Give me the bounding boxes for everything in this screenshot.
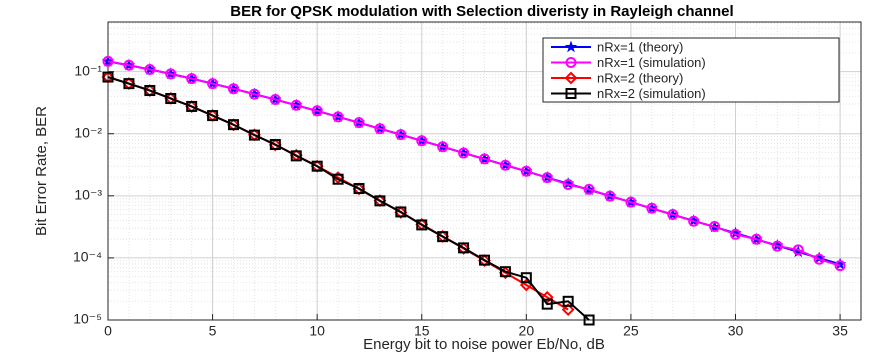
y-tick-label: 10⁻¹: [74, 62, 102, 78]
marker: [374, 195, 386, 207]
marker: [311, 105, 323, 117]
marker: [583, 183, 595, 195]
marker: [374, 123, 386, 135]
marker: [437, 141, 449, 153]
marker: [248, 129, 260, 141]
legend-label: nRx=1 (simulation): [597, 55, 706, 70]
marker: [541, 172, 553, 184]
y-tick-label: 10⁻⁴: [73, 249, 102, 265]
legend-marker: [565, 57, 577, 68]
legend-marker: [565, 88, 577, 99]
y-tick-label: 10⁻⁵: [73, 311, 102, 327]
marker: [269, 93, 281, 105]
marker: [771, 240, 783, 252]
marker: [353, 117, 365, 129]
marker: [562, 179, 574, 191]
x-tick-label: 20: [519, 323, 535, 339]
marker: [332, 173, 344, 185]
marker: [834, 260, 846, 272]
marker: [499, 159, 511, 171]
marker: [709, 221, 721, 233]
x-tick-label: 15: [414, 323, 430, 339]
series-line: [107, 76, 590, 321]
legend-label: nRx=1 (theory): [597, 39, 683, 54]
marker: [541, 298, 553, 310]
marker: [228, 119, 239, 131]
marker: [207, 78, 219, 90]
marker: [583, 314, 595, 326]
marker: [269, 139, 281, 151]
marker: [395, 206, 407, 218]
marker: [813, 253, 825, 265]
marker: [228, 83, 239, 95]
plot-frame: [107, 21, 862, 321]
marker: [248, 88, 260, 100]
marker: [416, 135, 428, 147]
x-tick-label: 25: [623, 323, 639, 339]
marker: [458, 242, 470, 254]
marker: [102, 71, 114, 83]
y-axis-label: Bit Error Rate, BER: [33, 106, 50, 236]
marker: [311, 160, 323, 172]
legend-box: [542, 37, 840, 103]
marker: [332, 111, 344, 123]
marker: [165, 93, 177, 105]
marker: [290, 150, 302, 162]
y-tick-label: 10⁻²: [74, 124, 102, 140]
legend-marker: [564, 71, 578, 85]
marker: [479, 254, 490, 266]
marker: [479, 153, 490, 165]
marker: [290, 99, 302, 111]
marker: [730, 228, 741, 240]
marker: [416, 219, 428, 231]
legend-marker: [564, 40, 578, 53]
marker: [144, 63, 156, 75]
marker: [102, 55, 114, 67]
marker: [123, 78, 135, 90]
marker: [353, 183, 365, 195]
marker: [186, 73, 198, 85]
marker: [165, 68, 177, 80]
marker: [520, 165, 532, 177]
marker: [604, 190, 616, 202]
marker: [395, 129, 407, 141]
y-tick-label: 10⁻³: [74, 187, 102, 203]
marker: [144, 84, 156, 96]
marker: [750, 233, 762, 245]
marker: [437, 231, 449, 243]
marker: [625, 196, 637, 208]
x-tick-label: 10: [309, 323, 325, 339]
marker: [499, 266, 511, 278]
marker: [499, 266, 512, 280]
marker: [331, 171, 345, 184]
marker: [520, 272, 532, 284]
marker: [792, 244, 804, 256]
marker: [646, 202, 658, 214]
marker: [540, 290, 554, 304]
marker: [207, 110, 219, 122]
marker: [688, 215, 700, 227]
marker: [667, 209, 679, 221]
x-tick-label: 30: [728, 323, 744, 339]
legend-label: nRx=2 (theory): [597, 70, 683, 85]
x-tick-label: 5: [209, 323, 217, 339]
marker: [458, 147, 470, 159]
x-axis-label: Energy bit to noise power Eb/No, dB: [363, 336, 605, 353]
legend-label: nRx=2 (simulation): [597, 86, 706, 101]
marker: [561, 303, 575, 317]
marker: [123, 59, 135, 71]
marker: [562, 295, 574, 307]
x-tick-label: 0: [104, 323, 112, 339]
chart-title: BER for QPSK modulation with Selection d…: [230, 3, 733, 20]
marker: [186, 100, 198, 112]
x-tick-label: 35: [832, 323, 848, 339]
